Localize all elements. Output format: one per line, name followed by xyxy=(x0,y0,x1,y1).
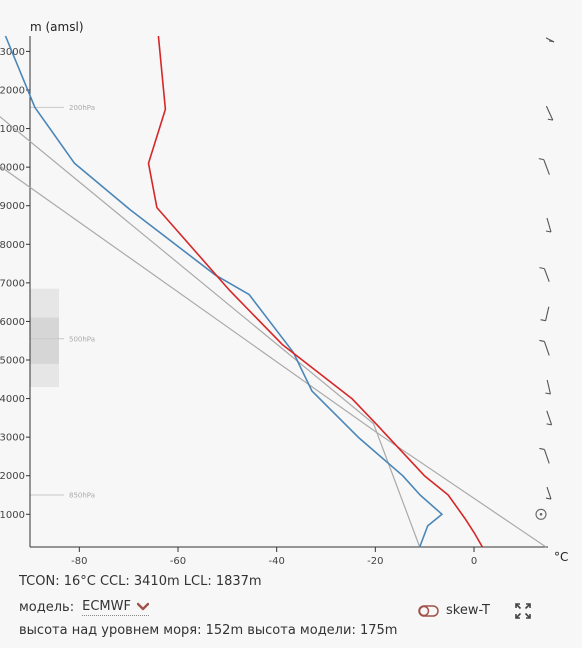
wind-barb-staff xyxy=(543,449,550,464)
skewt-chart: 200hPa 500hPa 850hPa m (amsl) °C 1000 2000 3… xyxy=(0,20,568,567)
pressure-label: 500hPa xyxy=(69,335,95,343)
wind-barb-icon xyxy=(538,158,550,175)
wind-calm-dot xyxy=(539,512,543,516)
wind-barb-icon xyxy=(539,339,550,356)
chevron-down-icon xyxy=(136,602,149,610)
model-value: ECMWF xyxy=(82,599,131,614)
pressure-label: 200hPa xyxy=(69,104,95,112)
wind-barb-feather xyxy=(545,392,551,395)
wind-barb-staff xyxy=(546,486,552,500)
wind-barb-feather xyxy=(548,40,555,43)
band-inner xyxy=(30,317,59,364)
x-tick-label: 0 xyxy=(471,556,477,567)
x-tick-label: -60 xyxy=(170,556,186,567)
wind-barb-staff xyxy=(543,341,550,356)
y-tick-label: 6000 xyxy=(0,317,25,328)
wind-barb-staff xyxy=(543,268,550,282)
wind-barb-feather xyxy=(539,447,545,450)
wind-barb-feather xyxy=(547,118,553,121)
x-tick-label: -40 xyxy=(268,556,284,567)
x-axis-label: °C xyxy=(554,550,568,564)
wind-barb-icon xyxy=(545,217,552,233)
wind-barb-icon xyxy=(545,486,552,500)
wind-barb-staff xyxy=(546,379,551,395)
wind-barb-staff xyxy=(546,217,552,233)
skewt-label: skew-T xyxy=(446,603,490,618)
wind-barb-feather xyxy=(546,423,552,426)
wind-barb-staff xyxy=(545,306,550,321)
wind-barb-staff xyxy=(545,105,554,121)
wind-barb-feather xyxy=(538,158,544,161)
wind-barb-staff xyxy=(543,159,550,175)
temperature-line xyxy=(147,35,484,548)
x-tick-label: -20 xyxy=(367,556,383,567)
wind-barb-icon xyxy=(540,306,550,322)
wind-barb-icon xyxy=(545,105,554,121)
wind-barb-icon xyxy=(539,267,550,282)
wind-barb-feather xyxy=(539,267,545,270)
model-label: модель: xyxy=(19,600,75,615)
wind-barb-feather xyxy=(545,497,552,500)
y-tick-label: 12000 xyxy=(0,86,25,97)
model-row: модель: ECMWF xyxy=(19,599,149,616)
series xyxy=(0,35,547,548)
wind-barb-feather xyxy=(545,230,552,233)
x-tick-label: -80 xyxy=(71,556,87,567)
y-tick-label: 4000 xyxy=(0,394,25,405)
model-select[interactable]: ECMWF xyxy=(82,599,149,616)
dry-adiabat-line xyxy=(0,165,547,548)
pressure-label: 850hPa xyxy=(69,492,95,500)
wind-barb-icon xyxy=(546,410,553,426)
y-tick-label: 2000 xyxy=(0,471,25,482)
y-tick-label: 3000 xyxy=(0,433,25,444)
wind-barb-feather xyxy=(539,339,545,342)
altitude-band xyxy=(30,288,59,388)
y-ticks: 1000 2000 3000 4000 5000 6000 7000 8000 9000 1000… xyxy=(0,47,30,521)
fullscreen-icon[interactable] xyxy=(515,603,531,619)
y-tick-label: 8000 xyxy=(0,240,25,251)
wind-barb-icon xyxy=(545,379,551,395)
y-tick-label: 5000 xyxy=(0,356,25,367)
x-ticks: -80 -60 -40 -20 0 xyxy=(71,547,477,567)
skewt-toggle[interactable]: skew-T xyxy=(418,603,490,618)
elevation-info: высота над уровнем моря: 152m высота мод… xyxy=(19,623,398,638)
y-tick-label: 11000 xyxy=(0,124,25,135)
wind-barbs xyxy=(535,37,555,520)
moist-adiabat-line xyxy=(0,115,421,548)
dewpoint-line xyxy=(4,35,443,548)
axes: m (amsl) °C xyxy=(29,20,568,564)
wind-barb-feather xyxy=(540,319,546,322)
wind-calm-icon xyxy=(535,508,547,520)
y-tick-label: 9000 xyxy=(0,201,25,212)
y-tick-label: 7000 xyxy=(0,278,25,289)
toggle-icon xyxy=(418,604,439,617)
convection-info: TCON: 16°C CCL: 3410m LCL: 1837m xyxy=(19,574,262,589)
y-tick-label: 1000 xyxy=(0,510,25,521)
y-tick-label: 10000 xyxy=(0,163,25,174)
wind-barb-icon xyxy=(539,447,550,464)
wind-barb-icon xyxy=(545,37,555,43)
y-axis-label: m (amsl) xyxy=(30,20,84,34)
wind-barb-staff xyxy=(546,410,553,426)
